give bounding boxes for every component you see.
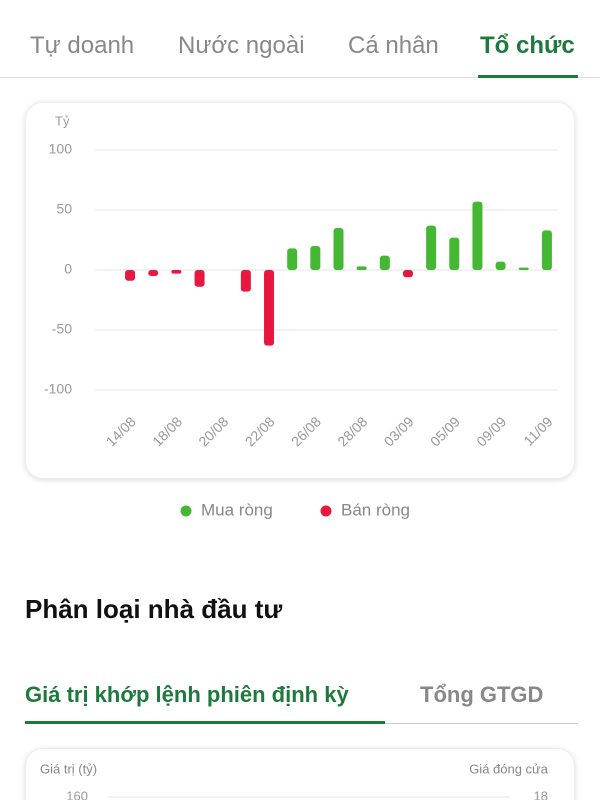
tab-bar: Tự doanh Nước ngoài Cá nhân Tổ chức — [0, 0, 600, 78]
y-tick-label: -50 — [52, 321, 72, 337]
x-tick-label: 26/08 — [288, 413, 324, 449]
x-tick-label: 11/09 — [520, 413, 556, 449]
x-tick-label: 28/08 — [334, 413, 370, 449]
y-tick-label: 100 — [49, 141, 73, 157]
bar — [379, 255, 390, 270]
x-tick-label: 09/09 — [473, 413, 509, 449]
legend-label: Mua ròng — [201, 500, 273, 519]
x-tick-label: 18/08 — [149, 413, 185, 449]
subtab[interactable]: Giá trị khớp lệnh phiên định kỳ — [25, 682, 349, 707]
legend-label: Bán ròng — [341, 500, 410, 519]
x-tick-label: 03/09 — [381, 413, 417, 449]
bar — [472, 201, 483, 270]
subtab-underline — [25, 721, 385, 724]
y-tick-label: 50 — [56, 201, 72, 217]
bar — [541, 230, 552, 270]
y-axis-label: Tỷ — [55, 113, 70, 128]
bar — [171, 270, 182, 274]
bar — [148, 270, 159, 276]
bar — [264, 270, 275, 346]
bar — [240, 270, 251, 292]
bar — [287, 248, 298, 270]
section-title: Phân loại nhà đầu tư — [25, 594, 283, 624]
y2-tick-label: 18 — [534, 788, 548, 800]
x-tick-label: 14/08 — [103, 413, 139, 449]
bar — [495, 261, 506, 270]
tab[interactable]: Nước ngoài — [178, 32, 305, 59]
bar — [333, 228, 344, 270]
y-tick-label: 0 — [64, 261, 72, 277]
chart-card — [25, 748, 575, 800]
bar — [310, 246, 321, 270]
tab[interactable]: Tổ chức — [480, 32, 575, 59]
chart-card — [25, 102, 575, 479]
subtab[interactable]: Tổng GTGD — [420, 682, 544, 707]
y-tick-label: -100 — [44, 381, 72, 397]
bar — [426, 225, 437, 270]
x-tick-label: 05/09 — [427, 413, 463, 449]
y-tick-label: 160 — [66, 788, 88, 800]
legend-marker — [320, 505, 332, 517]
tab[interactable]: Cá nhân — [348, 32, 439, 59]
bar — [194, 270, 205, 287]
x-tick-label: 20/08 — [195, 413, 231, 449]
subtab-bar: Giá trị khớp lệnh phiên định kỳ Tổng GTG… — [25, 670, 578, 724]
legend-marker — [180, 505, 192, 517]
tab-underline — [478, 75, 578, 78]
bar — [125, 270, 136, 281]
y2-axis-label: Giá đóng cửa — [469, 761, 549, 776]
bar — [402, 270, 413, 278]
bar — [356, 266, 367, 270]
bar — [518, 267, 529, 270]
bar — [449, 237, 460, 270]
x-tick-label: 22/08 — [242, 413, 278, 449]
y-axis-label: Giá trị (tỷ) — [40, 761, 97, 776]
tab[interactable]: Tự doanh — [30, 32, 135, 59]
